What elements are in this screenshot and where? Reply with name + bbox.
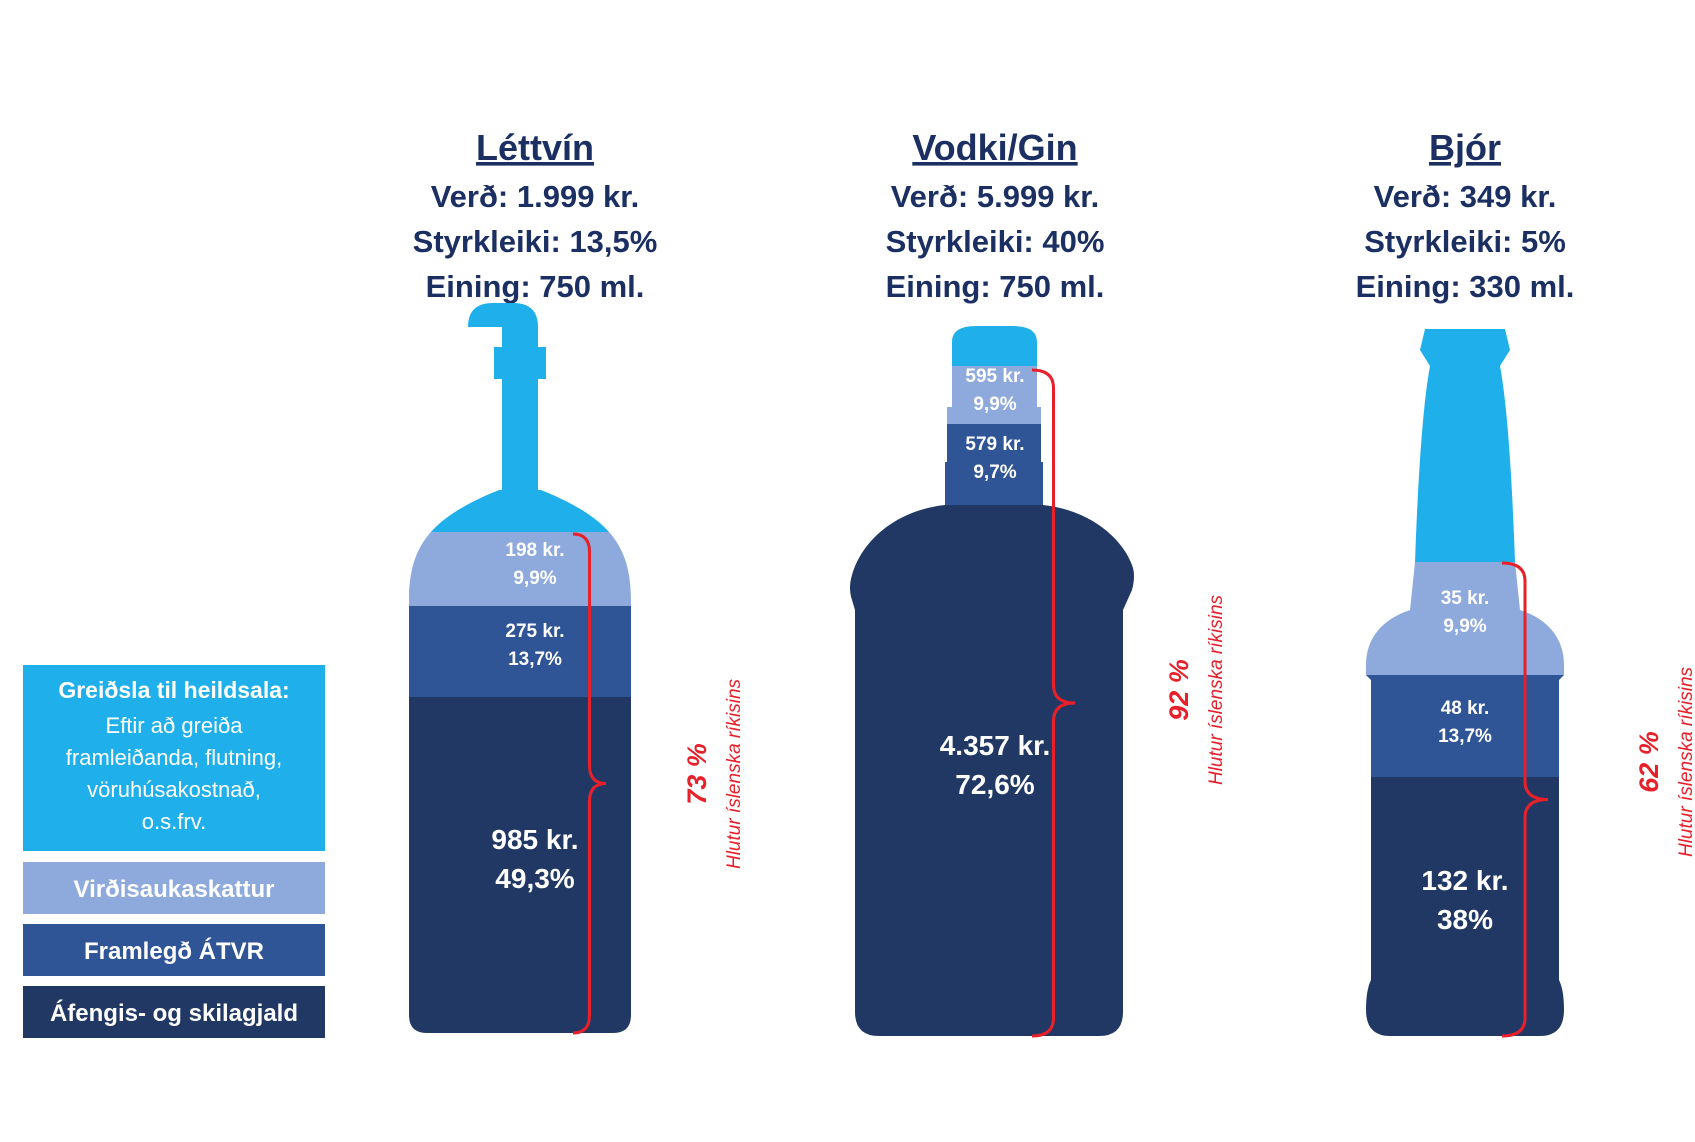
segment-percent: 13,7%: [1438, 726, 1492, 747]
segment-percent: 9,7%: [973, 462, 1016, 483]
product-2: Vodki/Gin Verð: 5.999 kr. Styrkleiki: 40% E…: [850, 127, 1227, 1038]
state-share-percent: 92 %: [1164, 659, 1194, 721]
segment-amount: 275 kr.: [505, 621, 564, 642]
product-strength: Styrkleiki: 40%: [886, 224, 1105, 259]
segment-amount: 4.357 kr.: [940, 730, 1051, 761]
segment-amount: 35 kr.: [1441, 588, 1490, 609]
legend-label-vsk: Virðisaukaskattur: [74, 876, 275, 903]
legend-title-heildsala: Greiðsla til heildsala:: [58, 677, 289, 703]
legend-item-heildsala: Greiðsla til heildsala: Eftir að greiða fr…: [23, 665, 325, 851]
segment-amount: 132 kr.: [1421, 865, 1508, 896]
product-title: Vodki/Gin: [912, 127, 1077, 168]
segment-amount: 48 kr.: [1441, 698, 1490, 719]
legend-item-gjald: Áfengis- og skilagjald: [23, 986, 325, 1038]
legend-swatch-vsk: [23, 862, 325, 914]
state-share-label: Hlutur íslenska ríkisins: [724, 678, 745, 869]
state-share-bracket: [1501, 561, 1549, 1038]
legend-swatch-heildsala: [23, 665, 325, 851]
segment-heildsala: [409, 303, 631, 532]
segment-atvr: [409, 606, 631, 697]
legend-line: o.s.frv.: [142, 809, 206, 834]
state-share-bracket: [1031, 368, 1076, 1038]
product-unit: Eining: 750 ml.: [426, 269, 645, 304]
segment-vsk: [409, 532, 631, 606]
segment-amount: 198 kr.: [505, 540, 564, 561]
state-share: 92 % Hlutur íslenska ríkisins: [1164, 594, 1227, 785]
segment-amount: 595 kr.: [965, 366, 1024, 387]
product-1: Léttvín Verð: 1.999 kr. Styrkleiki: 13,5% E…: [409, 127, 745, 1035]
legend-line: framleiðanda, flutning,: [66, 745, 282, 770]
legend: Greiðsla til heildsala: Eftir að greiða fr…: [23, 665, 325, 1038]
segment-percent: 49,3%: [495, 863, 574, 894]
product-strength: Styrkleiki: 13,5%: [413, 224, 658, 259]
segment-gjald: [409, 697, 631, 1033]
product-price: Verð: 349 kr.: [1374, 179, 1557, 214]
segment-gjald: [850, 505, 1134, 1036]
legend-item-vsk: Virðisaukaskattur: [23, 862, 325, 914]
products: Léttvín Verð: 1.999 kr. Styrkleiki: 13,5% E…: [409, 127, 1695, 1038]
segment-percent: 9,9%: [1443, 616, 1486, 637]
legend-swatch-gjald: [23, 986, 325, 1038]
legend-line: vöruhúsakostnað,: [87, 777, 261, 802]
segment-percent: 72,6%: [955, 769, 1034, 800]
segment-percent: 9,9%: [513, 568, 556, 589]
segment-heildsala: [1366, 329, 1564, 562]
state-share: 73 % Hlutur íslenska ríkisins: [682, 678, 745, 869]
state-share-percent: 73 %: [682, 743, 712, 805]
legend-line: Eftir að greiða: [106, 713, 244, 738]
product-3: Bjór Verð: 349 kr. Styrkleiki: 5% Eining: 3…: [1356, 127, 1695, 1038]
product-title: Bjór: [1429, 127, 1501, 168]
product-unit: Eining: 330 ml.: [1356, 269, 1575, 304]
state-share: 62 % Hlutur íslenska ríkisins: [1634, 666, 1695, 857]
segment-gjald: [1366, 777, 1564, 1036]
product-price: Verð: 1.999 kr.: [431, 179, 640, 214]
state-share-label: Hlutur íslenska ríkisins: [1676, 666, 1695, 857]
segment-percent: 38%: [1437, 904, 1493, 935]
product-title: Léttvín: [476, 127, 594, 168]
segment-percent: 13,7%: [508, 649, 562, 670]
product-price: Verð: 5.999 kr.: [891, 179, 1100, 214]
state-share-percent: 62 %: [1634, 731, 1664, 793]
product-strength: Styrkleiki: 5%: [1364, 224, 1566, 259]
segment-percent: 9,9%: [973, 394, 1016, 415]
legend-label-gjald: Áfengis- og skilagjald: [50, 999, 298, 1027]
segment-atvr: [1366, 675, 1564, 777]
state-share-bracket: [572, 532, 607, 1035]
segment-amount: 985 kr.: [491, 824, 578, 855]
legend-item-atvr: Framlegð ÁTVR: [23, 924, 325, 976]
legend-label-atvr: Framlegð ÁTVR: [84, 937, 264, 965]
state-share-label: Hlutur íslenska ríkisins: [1206, 594, 1227, 785]
segment-amount: 579 kr.: [965, 434, 1024, 455]
product-unit: Eining: 750 ml.: [886, 269, 1105, 304]
legend-swatch-atvr: [23, 924, 325, 976]
